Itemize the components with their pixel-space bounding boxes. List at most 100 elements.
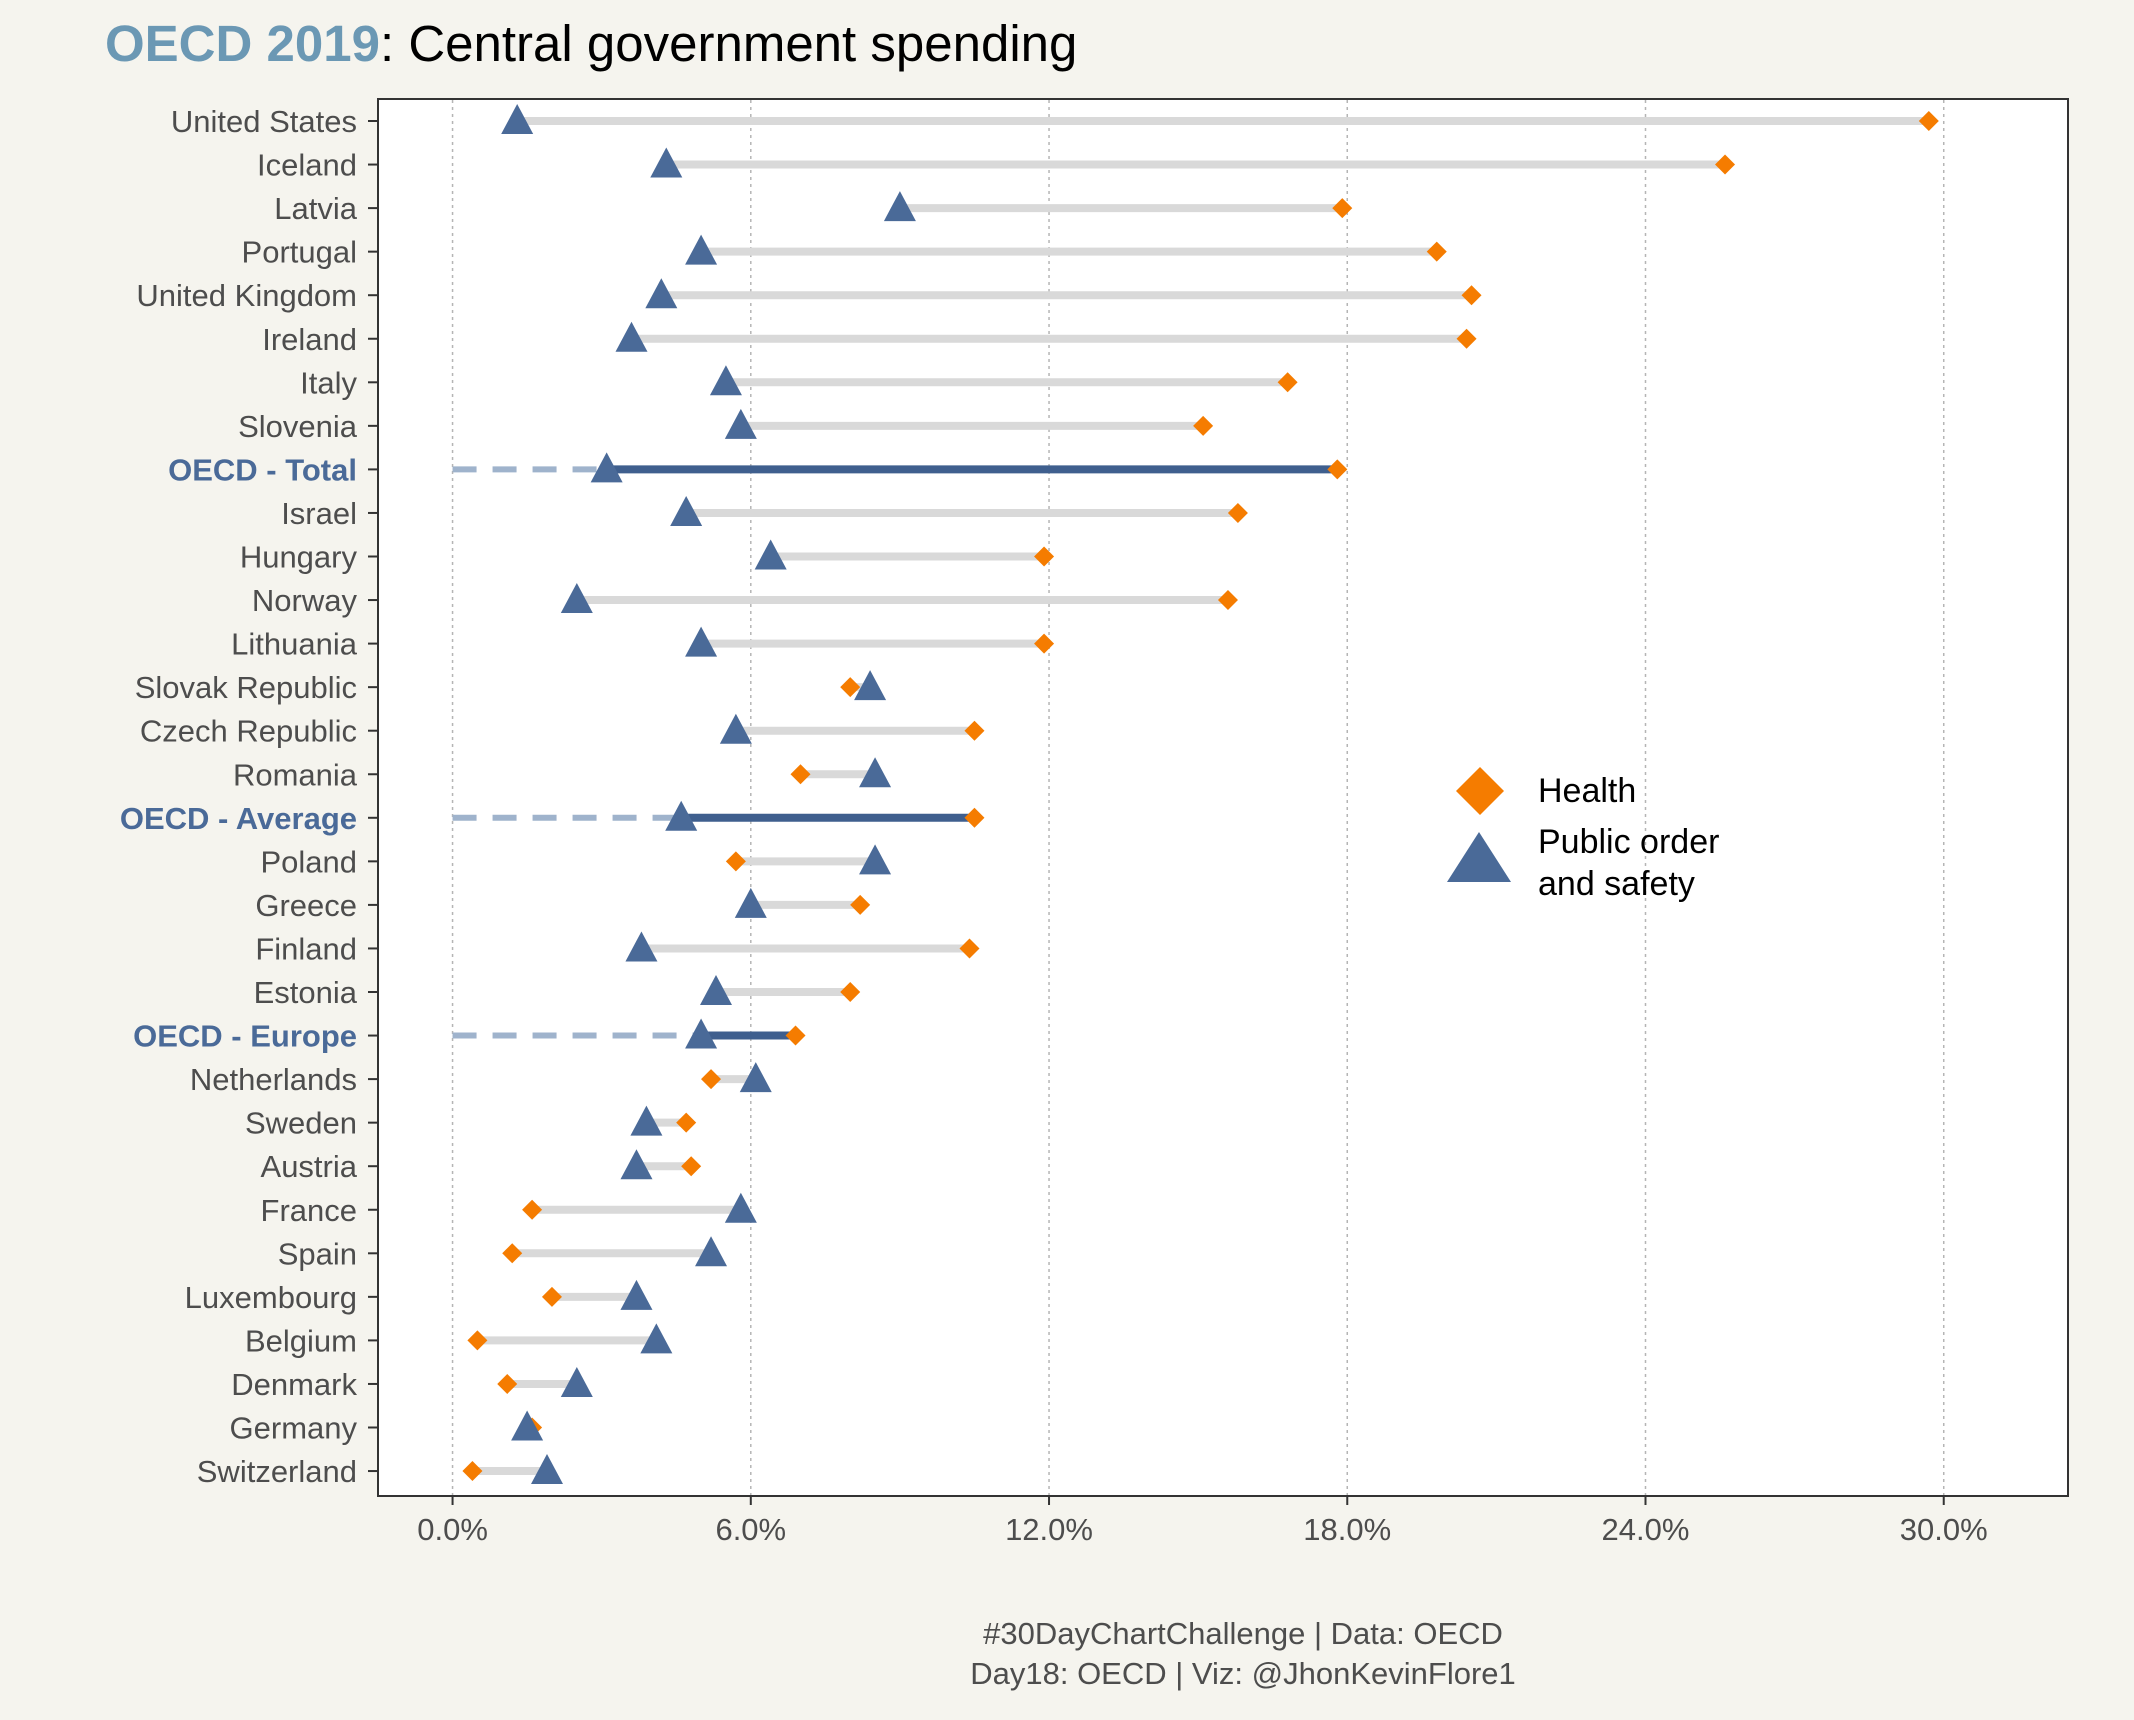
safety-point: [859, 844, 892, 875]
health-point: [1227, 502, 1248, 523]
y-category-label: Romania: [233, 757, 358, 792]
safety-point: [531, 1454, 563, 1485]
health-point: [522, 1199, 543, 1220]
health-point: [1332, 198, 1353, 219]
safety-point: [665, 800, 698, 831]
y-category-label: OECD - Europe: [133, 1019, 357, 1054]
y-category-label: Austria: [261, 1149, 358, 1184]
chart-title-highlight: OECD 2019: [105, 15, 380, 72]
safety-point: [640, 1323, 673, 1354]
safety-point: [615, 321, 648, 352]
grid-layer: [451, 100, 1945, 1495]
health-point: [725, 851, 746, 872]
health-point: [502, 1243, 523, 1264]
x-tick-label: 30.0%: [1900, 1512, 1988, 1547]
health-point: [462, 1461, 483, 1482]
y-category-label: Sweden: [245, 1106, 357, 1141]
safety-point: [685, 1018, 718, 1049]
health-point: [1034, 546, 1055, 567]
y-category-label: Switzerland: [197, 1454, 357, 1489]
y-category-label: Italy: [300, 365, 357, 400]
safety-point: [739, 1062, 772, 1093]
health-point: [1715, 154, 1736, 175]
y-category-label: France: [261, 1193, 357, 1228]
safety-point: [511, 1410, 544, 1441]
safety-point: [854, 670, 887, 701]
y-category-label: Latvia: [274, 191, 357, 226]
y-category-label: Ireland: [262, 322, 357, 357]
health-point: [840, 677, 861, 698]
health-point: [1426, 241, 1447, 262]
x-tick-label: 6.0%: [715, 1512, 786, 1547]
x-tick-label: 24.0%: [1602, 1512, 1690, 1547]
safety-point: [620, 1279, 653, 1310]
y-category-label: Netherlands: [190, 1062, 357, 1097]
y-category-label: Israel: [281, 496, 357, 531]
y-category-label: Czech Republic: [140, 714, 357, 749]
y-category-label: OECD - Average: [120, 801, 357, 836]
y-category-label: Slovenia: [238, 409, 358, 444]
health-point: [790, 764, 811, 785]
chart-title-rest: : Central government spending: [380, 15, 1077, 72]
y-category-label: Spain: [278, 1236, 357, 1271]
safety-point: [620, 1149, 653, 1180]
y-category-label: United Kingdom: [136, 278, 357, 313]
health-point: [467, 1330, 488, 1351]
legend-safety-triangle: [1447, 832, 1511, 882]
health-point: [840, 982, 861, 1002]
y-category-label: Greece: [255, 888, 357, 923]
health-point: [497, 1373, 518, 1394]
health-point: [1456, 328, 1477, 349]
plot-panel: [377, 98, 2069, 1497]
safety-point: [685, 626, 718, 657]
health-point: [785, 1025, 806, 1046]
safety-point: [859, 757, 892, 788]
x-tick-label: 18.0%: [1303, 1512, 1391, 1547]
caption-line-1: #30DayChartChallenge | Data: OECD: [983, 1616, 1503, 1651]
legend-health-label: Health: [1538, 772, 1636, 810]
safety-point: [724, 408, 757, 439]
legend: Health Public order and safety: [1447, 767, 1719, 903]
x-tick-label: 0.0%: [417, 1512, 488, 1547]
safety-point: [650, 147, 683, 178]
y-category-label: Hungary: [240, 540, 358, 575]
health-point: [1217, 590, 1238, 611]
x-tick-label: 12.0%: [1005, 1512, 1093, 1547]
legend-health-diamond: [1456, 767, 1504, 815]
safety-point: [734, 887, 767, 918]
safety-point: [695, 1236, 728, 1267]
marker-layer: [462, 104, 1939, 1485]
y-axis-labels: United States Iceland Latvia Portugal United…: [120, 104, 378, 1489]
y-category-label: Iceland: [257, 148, 357, 183]
y-category-label: Estonia: [254, 975, 358, 1010]
health-point: [850, 894, 871, 915]
legend-safety-label-line1: Public order: [1538, 823, 1719, 861]
safety-point: [719, 713, 752, 744]
safety-point: [724, 1192, 757, 1223]
safety-point: [883, 191, 916, 222]
safety-point: [625, 931, 658, 962]
health-point: [959, 938, 980, 959]
health-point: [681, 1156, 702, 1177]
safety-point: [630, 1105, 663, 1136]
caption-line-2: Day18: OECD | Viz: @JhonKevinFlore1: [970, 1656, 1516, 1691]
y-category-label: Slovak Republic: [135, 670, 357, 705]
health-point: [964, 720, 985, 741]
y-category-label: OECD - Total: [168, 452, 357, 487]
safety-point: [685, 234, 718, 265]
safety-point: [645, 278, 678, 309]
y-category-label: Belgium: [245, 1323, 357, 1358]
y-category-label: Germany: [230, 1411, 358, 1446]
health-point: [1193, 415, 1214, 436]
health-point: [541, 1286, 562, 1307]
health-point: [1461, 285, 1482, 306]
safety-point: [670, 495, 703, 526]
y-category-label: Portugal: [242, 235, 357, 270]
safety-point: [709, 365, 742, 396]
y-category-label: United States: [171, 104, 357, 139]
y-category-label: Finland: [255, 931, 357, 966]
health-point: [676, 1112, 697, 1133]
y-category-label: Poland: [260, 844, 357, 879]
